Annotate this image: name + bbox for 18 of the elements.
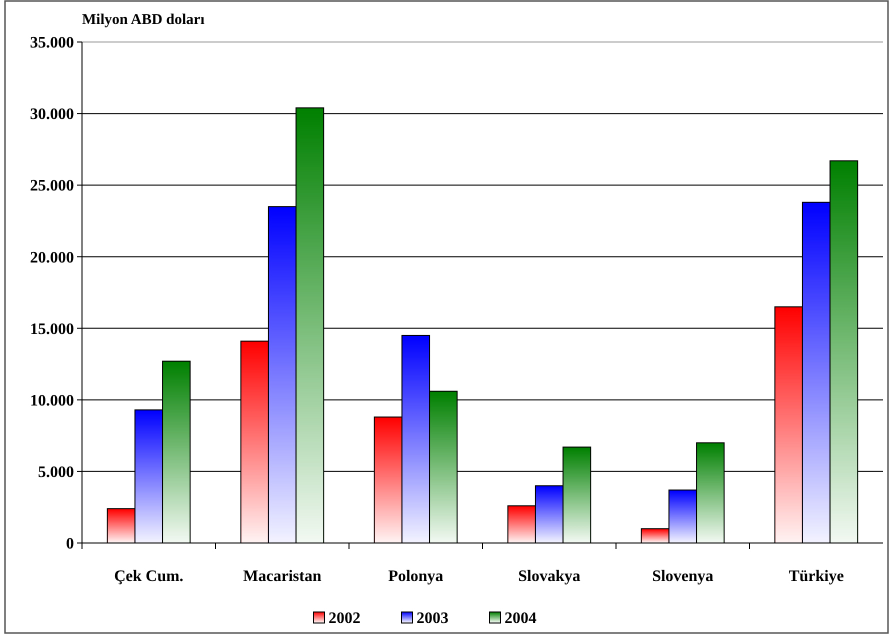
y-tick-label: 35.000 [30,34,74,52]
y-axis-title: Milyon ABD doları [82,12,205,28]
x-tick-label: Macaristan [243,568,322,585]
y-tick-label: 15.000 [30,320,74,338]
y-tick-label: 25.000 [30,178,74,195]
legend-label: 2002 [328,610,360,627]
y-tick-label: 20.000 [30,249,74,266]
x-tick-label: Çek Cum. [114,568,184,585]
x-tick-label: Türkiye [788,568,844,585]
x-tick-label: Polonya [388,568,444,585]
y-tick-label: 0 [66,536,74,553]
legend-label: 2004 [504,610,536,627]
legend-label: 2003 [416,610,448,627]
y-tick-label: 5.000 [38,464,74,482]
x-tick-label: Slovenya [652,568,714,585]
y-tick-label: 30.000 [30,106,74,124]
y-tick-label: 10.000 [30,392,74,410]
x-tick-label: Slovakya [518,568,580,585]
